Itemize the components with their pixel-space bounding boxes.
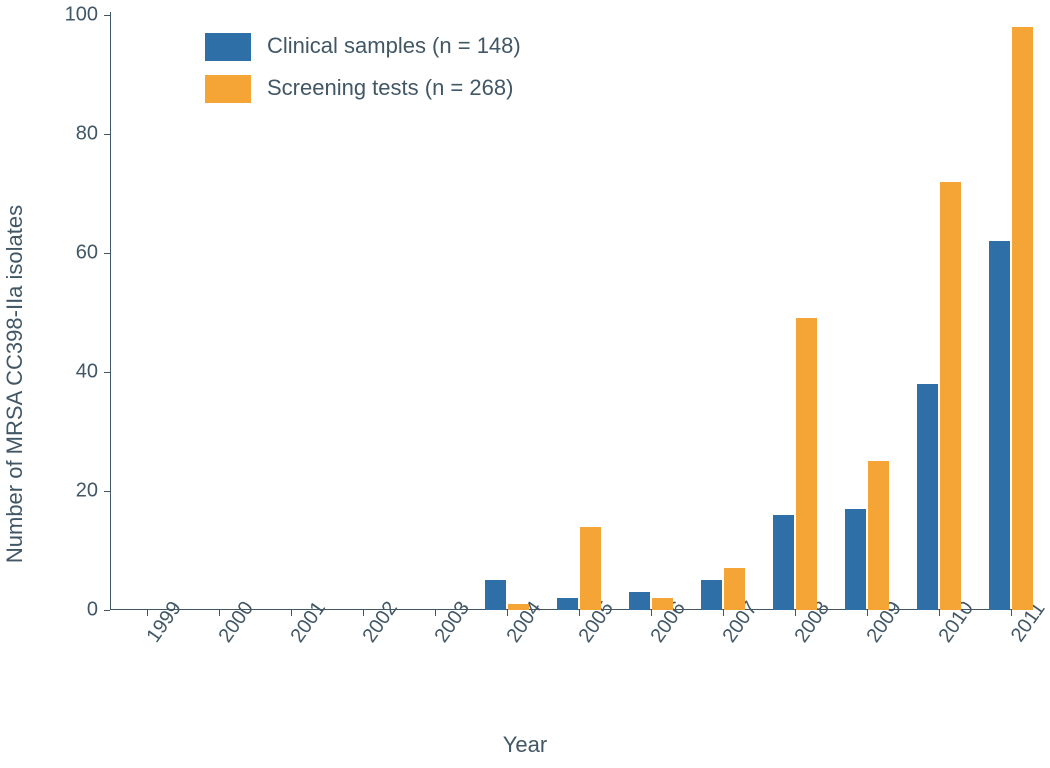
bar-clinical bbox=[917, 384, 938, 610]
x-axis-label: Year bbox=[0, 732, 1050, 758]
legend-label-screening: Screening tests (n = 268) bbox=[267, 75, 513, 101]
bar-screening bbox=[940, 182, 961, 610]
bar-clinical bbox=[989, 241, 1010, 610]
legend-swatch-clinical bbox=[205, 33, 251, 61]
y-tick-label: 60 bbox=[76, 242, 110, 265]
y-axis-line bbox=[110, 12, 111, 610]
x-tick-label: 2001 bbox=[278, 592, 331, 647]
bar-clinical bbox=[845, 509, 866, 610]
y-tick-label: 20 bbox=[76, 480, 110, 503]
legend-label-clinical: Clinical samples (n = 148) bbox=[267, 33, 521, 59]
bar-clinical bbox=[485, 580, 506, 610]
bar-clinical bbox=[629, 592, 650, 610]
x-tick-label: 2000 bbox=[206, 592, 259, 647]
bar-screening bbox=[508, 604, 529, 610]
y-tick-label: 100 bbox=[65, 4, 110, 27]
plot-area: 0204060801001999200020012002200320042005… bbox=[110, 15, 1030, 610]
x-tick-label: 1999 bbox=[134, 592, 187, 647]
bar-clinical bbox=[557, 598, 578, 610]
bar-screening bbox=[652, 598, 673, 610]
x-tick-label: 2003 bbox=[422, 592, 475, 647]
bar-clinical bbox=[773, 515, 794, 610]
y-tick-label: 40 bbox=[76, 361, 110, 384]
y-axis-label: Number of MRSA CC398-IIa isolates bbox=[2, 205, 28, 563]
x-tick-label: 2002 bbox=[350, 592, 403, 647]
legend-swatch-screening bbox=[205, 75, 251, 103]
bar-screening bbox=[796, 318, 817, 610]
bar-screening bbox=[724, 568, 745, 610]
chart-container: Number of MRSA CC398-IIa isolates Year 0… bbox=[0, 0, 1050, 768]
y-tick-label: 80 bbox=[76, 123, 110, 146]
bar-screening bbox=[1012, 27, 1033, 610]
bar-screening bbox=[580, 527, 601, 610]
y-tick-label: 0 bbox=[87, 599, 110, 622]
bar-screening bbox=[868, 461, 889, 610]
bar-clinical bbox=[701, 580, 722, 610]
